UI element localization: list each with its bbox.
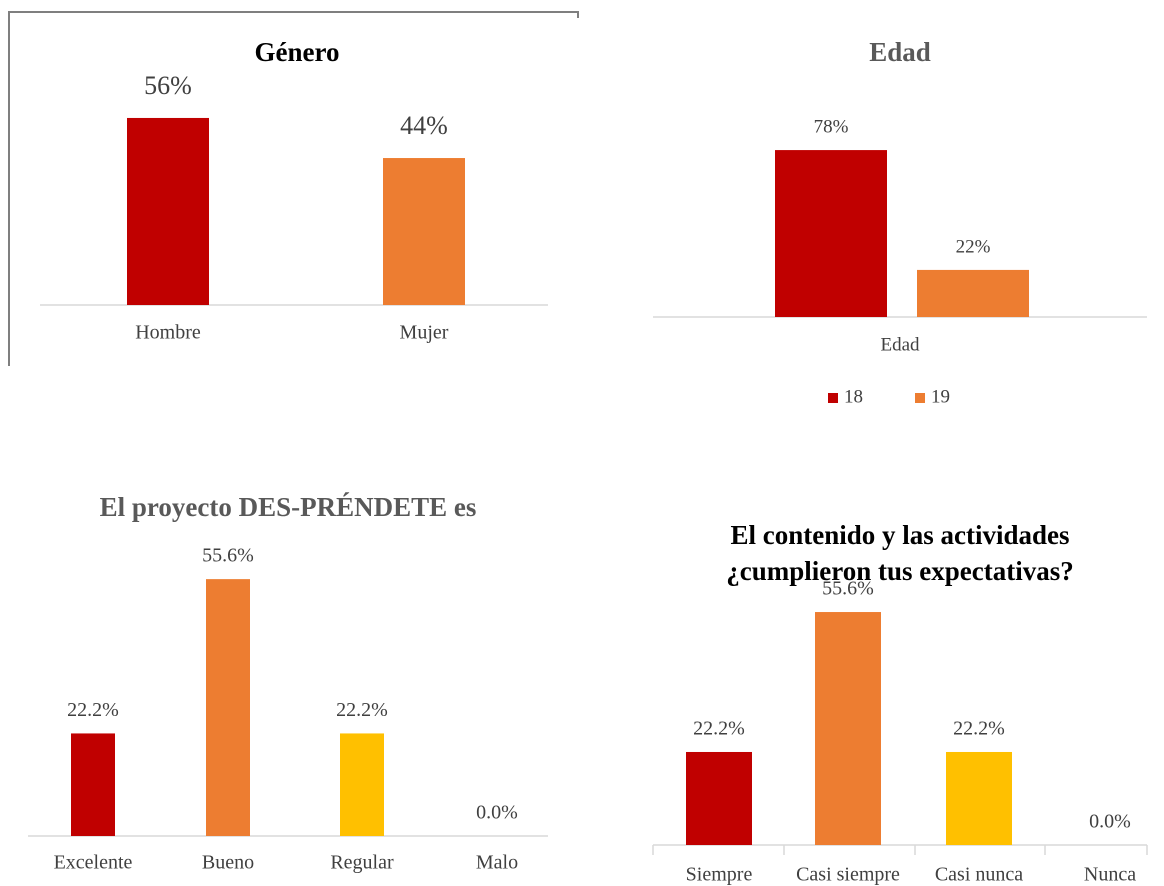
chart-title: Edad [869,37,931,67]
data-label: 22% [956,236,991,257]
data-label: 22.2% [953,718,1005,740]
bar [206,579,250,836]
x-tick-label: Edad [880,334,920,355]
x-tick-label: Mujer [400,322,449,344]
data-label: 22.2% [336,699,388,721]
legend-label: 19 [931,386,950,407]
bar [127,117,209,306]
x-tick-label: Nunca [1084,864,1136,886]
bar [340,733,384,836]
legend-swatch [915,393,925,403]
data-label: 22.2% [67,699,119,721]
chart-title: El contenido y las actividades [730,520,1069,550]
legend-label: 18 [844,386,863,407]
x-tick-label: Regular [330,852,394,874]
data-label: 78% [814,116,849,137]
chart-title: Género [255,37,340,67]
data-label: 44% [400,111,448,140]
chart-title: ¿cumplieron tus expectativas? [726,556,1073,586]
bar [383,158,465,305]
x-tick-label: Casi nunca [935,864,1023,886]
x-tick-label: Siempre [686,864,753,886]
x-tick-label: Hombre [135,322,201,344]
data-label: 56% [144,71,192,100]
x-tick-label: Excelente [54,852,133,874]
data-label: 0.0% [1089,811,1131,833]
legend-swatch [828,393,838,403]
bar [946,751,1012,845]
bar [71,733,115,836]
x-tick-label: Malo [476,852,518,874]
chart-title: El proyecto DES-PRÉNDETE es [100,492,477,522]
bar [815,612,881,845]
x-tick-label: Bueno [202,852,254,874]
data-label: 22.2% [693,718,745,740]
bar [917,269,1029,317]
bar [775,150,887,317]
data-label: 0.0% [476,802,518,824]
data-label: 55.6% [202,545,254,567]
bar [686,751,752,845]
x-tick-label: Casi siempre [796,864,900,886]
data-label: 55.6% [822,578,874,600]
